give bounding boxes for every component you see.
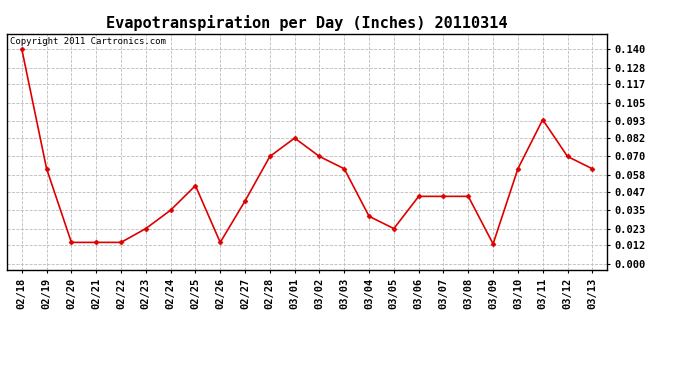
Text: Copyright 2011 Cartronics.com: Copyright 2011 Cartronics.com [10,37,166,46]
Title: Evapotranspiration per Day (Inches) 20110314: Evapotranspiration per Day (Inches) 2011… [106,15,508,31]
